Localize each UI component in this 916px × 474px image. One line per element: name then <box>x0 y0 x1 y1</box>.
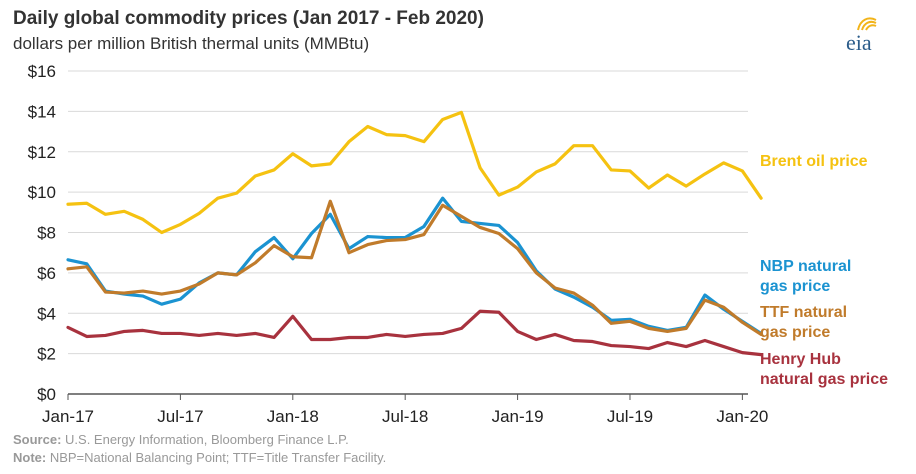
y-tick-label: $8 <box>37 224 56 243</box>
source-text: U.S. Energy Information, Bloomberg Finan… <box>61 432 349 447</box>
y-tick-label: $4 <box>37 304 56 323</box>
series-label: TTF natural <box>760 304 847 321</box>
y-tick-label: $10 <box>28 183 56 202</box>
footnote: Note: NBP=National Balancing Point; TTF=… <box>13 450 386 465</box>
x-tick-label: Jan-17 <box>42 407 94 426</box>
x-tick-label: Jan-19 <box>492 407 544 426</box>
series-line <box>66 199 763 337</box>
x-tick-label: Jul-17 <box>157 407 203 426</box>
series-label: NBP natural <box>760 258 851 275</box>
source-label: Source: <box>13 432 62 447</box>
series-label: gas price <box>760 278 830 295</box>
y-tick-label: $12 <box>28 143 56 162</box>
x-tick-label: Jul-18 <box>382 407 428 426</box>
series-line <box>66 309 763 357</box>
eia-logo-text: eia <box>846 30 872 55</box>
series-label: natural gas price <box>760 371 888 388</box>
y-tick-label: $2 <box>37 345 56 364</box>
note-text: NBP=National Balancing Point; TTF=Title … <box>46 450 387 465</box>
x-tick-label: Jul-19 <box>607 407 653 426</box>
y-tick-label: $6 <box>37 264 56 283</box>
x-tick-label: Jan-18 <box>267 407 319 426</box>
source-note: Source: U.S. Energy Information, Bloombe… <box>13 432 349 447</box>
chart-title: Daily global commodity prices (Jan 2017 … <box>13 8 484 29</box>
y-tick-label: $14 <box>28 102 56 121</box>
series-label: Henry Hub <box>760 351 841 368</box>
y-tick-label: $0 <box>37 385 56 404</box>
y-tick-label: $16 <box>28 62 56 81</box>
series-line <box>66 110 763 235</box>
x-tick-label: Jan-20 <box>716 407 768 426</box>
series-label: gas price <box>760 324 830 341</box>
series-label: Brent oil price <box>760 153 868 170</box>
eia-logo-icon <box>857 17 877 31</box>
note-label: Note: <box>13 450 47 465</box>
chart-subtitle: dollars per million British thermal unit… <box>13 34 370 53</box>
series-line <box>66 196 763 336</box>
